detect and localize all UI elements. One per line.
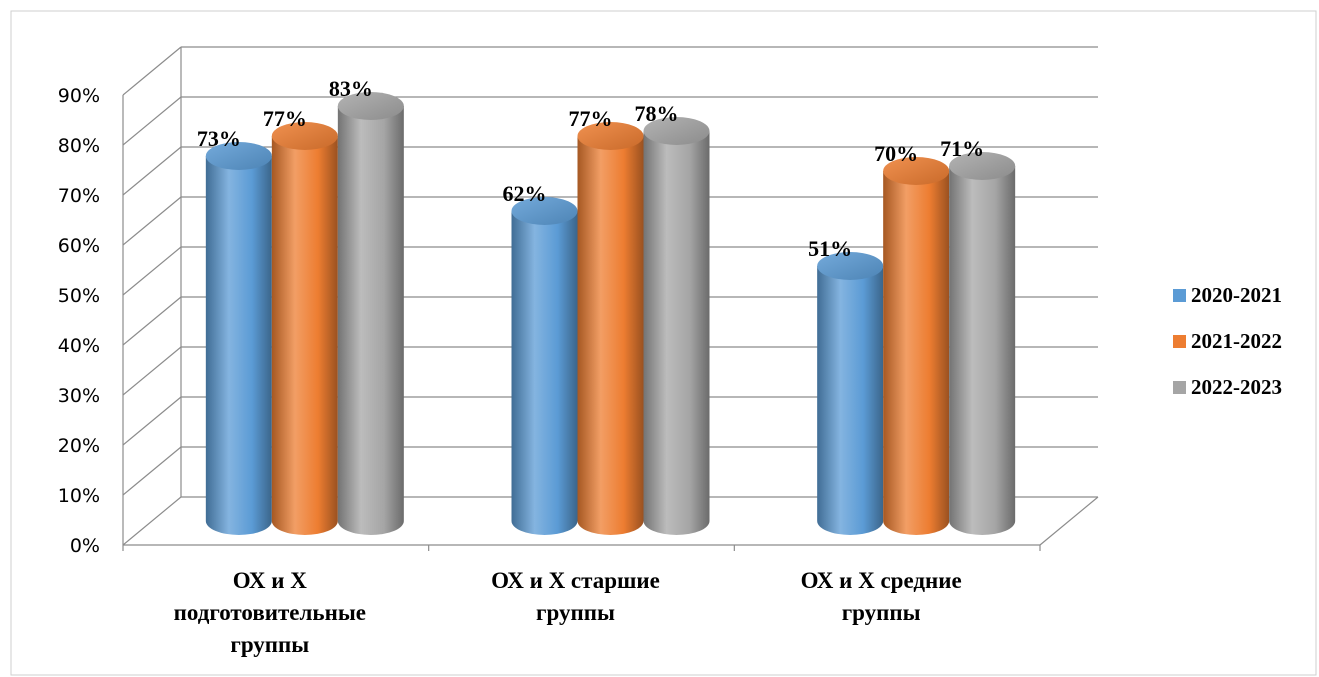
- y-tick-label: 60%: [58, 235, 100, 257]
- bar-2020-2021-cat1: [205, 142, 272, 535]
- bar-top: [643, 117, 710, 145]
- bar-body: [337, 106, 404, 535]
- legend-swatch: [1173, 289, 1186, 302]
- bar-top: [949, 152, 1016, 180]
- data-label: 70%: [874, 141, 918, 166]
- y-axis-tick-labels: 0% 10% 20% 30% 40% 50% 60% 70% 80% 90%: [58, 85, 100, 557]
- bar-2020-2021-cat2: [511, 197, 578, 535]
- y-tick-label: 0%: [70, 535, 100, 557]
- bar-body: [205, 156, 272, 535]
- y-tick-label: 50%: [58, 285, 100, 307]
- y-tick-label: 20%: [58, 435, 100, 457]
- side-gridline: [122, 196, 182, 246]
- bar-2021-2022-cat3: [883, 157, 950, 535]
- bar-body: [577, 136, 644, 535]
- legend-label: 2022-2023: [1191, 375, 1282, 399]
- bar-2022-2023-cat3: [949, 152, 1016, 535]
- data-label: 77%: [569, 106, 613, 131]
- y-tick-label: 10%: [58, 485, 100, 507]
- bar-2020-2021-cat3: [817, 252, 884, 535]
- side-gridline: [122, 46, 182, 96]
- y-tick-label: 70%: [58, 185, 100, 207]
- bar-top: [883, 157, 950, 185]
- data-label: 73%: [197, 126, 241, 151]
- data-label: 71%: [940, 136, 984, 161]
- data-label: 51%: [808, 236, 852, 261]
- legend-swatch: [1173, 335, 1186, 348]
- y-tick-label: 30%: [58, 385, 100, 407]
- side-gridline: [122, 246, 182, 296]
- bar-top: [511, 197, 578, 225]
- data-label: 83%: [329, 76, 373, 101]
- side-gridline: [122, 496, 182, 546]
- floor-right-edge: [1039, 496, 1099, 546]
- category-label: ОХ и Х средние группы: [801, 568, 962, 625]
- legend-label: 2021-2022: [1191, 329, 1282, 353]
- side-gridline: [122, 146, 182, 196]
- chart-bars: [205, 92, 1016, 535]
- bar-body: [883, 171, 950, 535]
- chart-axes: [122, 47, 1099, 551]
- legend-swatch: [1173, 381, 1186, 394]
- bar-2021-2022-cat2: [577, 122, 644, 535]
- category-label: ОХ и Х старшие группы: [491, 568, 660, 625]
- data-label: 77%: [263, 106, 307, 131]
- side-gridline: [122, 96, 182, 146]
- side-gridline: [122, 296, 182, 346]
- side-gridline: [122, 446, 182, 496]
- y-tick-label: 90%: [58, 85, 100, 107]
- y-tick-label: 40%: [58, 335, 100, 357]
- bar-top: [577, 122, 644, 150]
- bar-top: [817, 252, 884, 280]
- side-gridline: [122, 396, 182, 446]
- y-tick-label: 80%: [58, 135, 100, 157]
- bar-top: [205, 142, 272, 170]
- bar-2022-2023-cat1: [337, 92, 404, 535]
- bar-2022-2023-cat2: [643, 117, 710, 535]
- legend-label: 2020-2021: [1191, 283, 1282, 307]
- bar-body: [817, 266, 884, 535]
- bar-body: [271, 136, 338, 535]
- bar-body: [643, 131, 710, 535]
- side-gridline: [122, 346, 182, 396]
- bar-top: [271, 122, 338, 150]
- data-label: 78%: [635, 101, 679, 126]
- bar-body: [511, 211, 578, 535]
- data-labels: 73% 77% 83% 62% 77% 78% 51% 70% 71%: [197, 76, 984, 261]
- bar-top: [337, 92, 404, 120]
- bar-2021-2022-cat1: [271, 122, 338, 535]
- bar-body: [949, 166, 1016, 535]
- data-label: 62%: [503, 181, 547, 206]
- chart-legend: 2020-2021 2021-2022 2022-2023: [1173, 283, 1282, 399]
